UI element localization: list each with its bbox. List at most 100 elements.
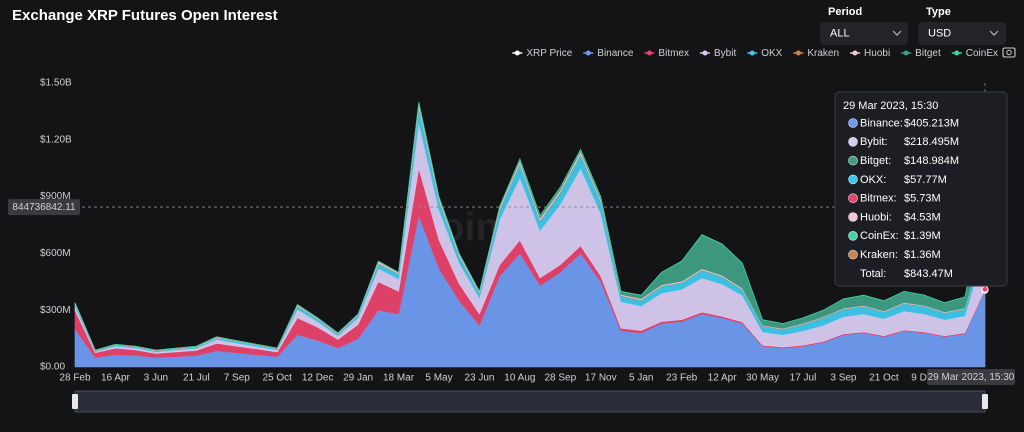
camera-lens[interactable] — [1006, 49, 1012, 56]
legend-item[interactable]: Bitget — [901, 48, 941, 59]
x-tick-label: 18 Mar — [383, 373, 415, 384]
tooltip-name: Bitmex: — [860, 193, 897, 205]
select-box[interactable] — [820, 22, 908, 45]
crosshair-x-label: 29 Mar 2023, 15:30 — [928, 372, 1015, 383]
legend-label: Bybit — [714, 48, 736, 59]
x-tick-label: 9 Dec — [911, 373, 937, 384]
crosshair-label-box — [8, 199, 80, 216]
tooltip-value: $5.73M — [904, 193, 941, 205]
tooltip-value: $405.213M — [904, 117, 959, 129]
select-box[interactable] — [918, 22, 1006, 45]
tooltip-value: $218.495M — [904, 136, 959, 148]
x-tick-label: 29 Jan — [343, 373, 373, 384]
x-tick-label: 10 Aug — [504, 373, 535, 384]
x-tick-label: 3 Jun — [144, 373, 168, 384]
x-tick-label: 7 Sep — [224, 373, 251, 384]
x-tick-label: 30 May — [746, 373, 779, 384]
x-tick-label: 17 Nov — [585, 373, 617, 384]
legend-icon — [749, 50, 755, 56]
x-tick-label: 28 Sep — [544, 373, 576, 384]
chart-title: Exchange XRP Futures Open Interest — [12, 7, 278, 24]
tooltip-value: $57.77M — [904, 174, 947, 186]
tooltip-name: Kraken: — [860, 249, 898, 261]
tooltip-name: CoinEx: — [860, 230, 899, 242]
tooltip-name: Huobi: — [860, 211, 892, 223]
period-select[interactable]: ALL — [820, 22, 908, 45]
x-tick-label: 12 Dec — [302, 373, 334, 384]
period-value[interactable]: ALL — [830, 27, 850, 39]
x-tick-label: 23 Feb — [666, 373, 698, 384]
tooltip-dot — [848, 193, 858, 203]
legend-icon — [795, 50, 801, 56]
x-tick-label: 23 Jun — [464, 373, 494, 384]
navigator-handle[interactable] — [982, 394, 988, 409]
legend-label: Binance — [597, 48, 634, 59]
tooltip-name: Bitget: — [860, 155, 891, 167]
screenshot-button[interactable] — [1002, 47, 1016, 58]
legend-icon — [954, 50, 960, 56]
tooltip-dot — [848, 118, 858, 128]
type-select[interactable]: USD — [918, 22, 1006, 45]
camera-icon[interactable] — [1002, 47, 1016, 58]
chevron[interactable] — [892, 30, 902, 36]
tooltip-name: OKX: — [860, 174, 886, 186]
x-tick-label: 21 Oct — [869, 373, 899, 384]
legend-label: Bitmex — [658, 48, 689, 59]
tooltip-dot — [848, 231, 858, 241]
legend-item[interactable]: Bitmex — [644, 48, 689, 59]
legend-label: Huobi — [864, 48, 890, 59]
tooltip-value: $1.36M — [904, 249, 941, 261]
x-tick-label: 28 Feb — [59, 373, 91, 384]
legend-item[interactable]: Huobi — [850, 48, 890, 59]
chevron[interactable] — [989, 30, 999, 36]
legend-item[interactable]: Binance — [583, 48, 634, 59]
navigator-handle[interactable] — [72, 394, 78, 409]
tooltip-title: 29 Mar 2023, 15:30 — [843, 100, 938, 112]
legend-item[interactable]: Kraken — [793, 48, 839, 59]
y-tick-label: $300M — [40, 305, 71, 316]
legend-label: Bitget — [915, 48, 941, 59]
x-tick-label: 3 Sep — [830, 373, 857, 384]
y-tick-label: $600M — [40, 248, 71, 259]
tooltip-total-value: $843.47M — [904, 268, 953, 280]
legend-item[interactable]: XRP Price — [512, 48, 573, 59]
legend-icon — [852, 50, 858, 56]
legend: XRP Price Binance Bitmex Bybit OKX Kraken Huob… — [512, 48, 998, 59]
crosshair-label-box — [927, 369, 1015, 385]
legend-label: CoinEx — [966, 48, 998, 59]
tooltip-dot — [848, 174, 858, 185]
tooltip-value: $148.984M — [904, 155, 959, 167]
legend-icon — [702, 50, 708, 56]
tooltip-dot — [848, 249, 858, 260]
x-tick-label: 21 Jul — [183, 373, 210, 384]
x-tick-label: 12 Apr — [708, 373, 738, 384]
tooltip-box — [834, 91, 1008, 287]
period-label: Period — [828, 6, 862, 18]
legend-label: XRP Price — [526, 48, 572, 59]
x-tick-label: 5 Jan — [629, 373, 653, 384]
legend-item[interactable]: Bybit — [699, 48, 736, 59]
navigator[interactable] — [74, 390, 986, 413]
legend-item[interactable]: CoinEx — [951, 48, 998, 59]
tooltip-value: $1.39M — [904, 230, 941, 242]
tooltip-value: $4.53M — [904, 211, 941, 223]
tooltip-dot — [848, 155, 858, 166]
legend-item[interactable]: OKX — [747, 48, 783, 59]
x-tick-label: 16 Apr — [101, 373, 131, 384]
legend-icon — [585, 50, 591, 56]
x-tick-label: 17 Jul — [790, 373, 817, 384]
tooltip-dot — [848, 137, 858, 147]
y-tick-label: $900M — [40, 191, 71, 202]
legend-label: OKX — [761, 48, 782, 59]
tooltip-total-name: Total: — [860, 268, 886, 280]
type-label: Type — [926, 6, 951, 18]
tooltip-name: Bybit: — [860, 136, 888, 148]
legend-icon — [514, 50, 520, 56]
tooltip: 29 Mar 2023, 15:30 Binance: $405.213M Bybit… — [834, 91, 1008, 287]
y-tick-label: $1.20B — [40, 134, 72, 145]
hover-marker — [981, 285, 989, 293]
type-value[interactable]: USD — [928, 27, 951, 39]
x-tick-label: 5 May — [425, 373, 452, 384]
legend-icon — [646, 50, 652, 56]
